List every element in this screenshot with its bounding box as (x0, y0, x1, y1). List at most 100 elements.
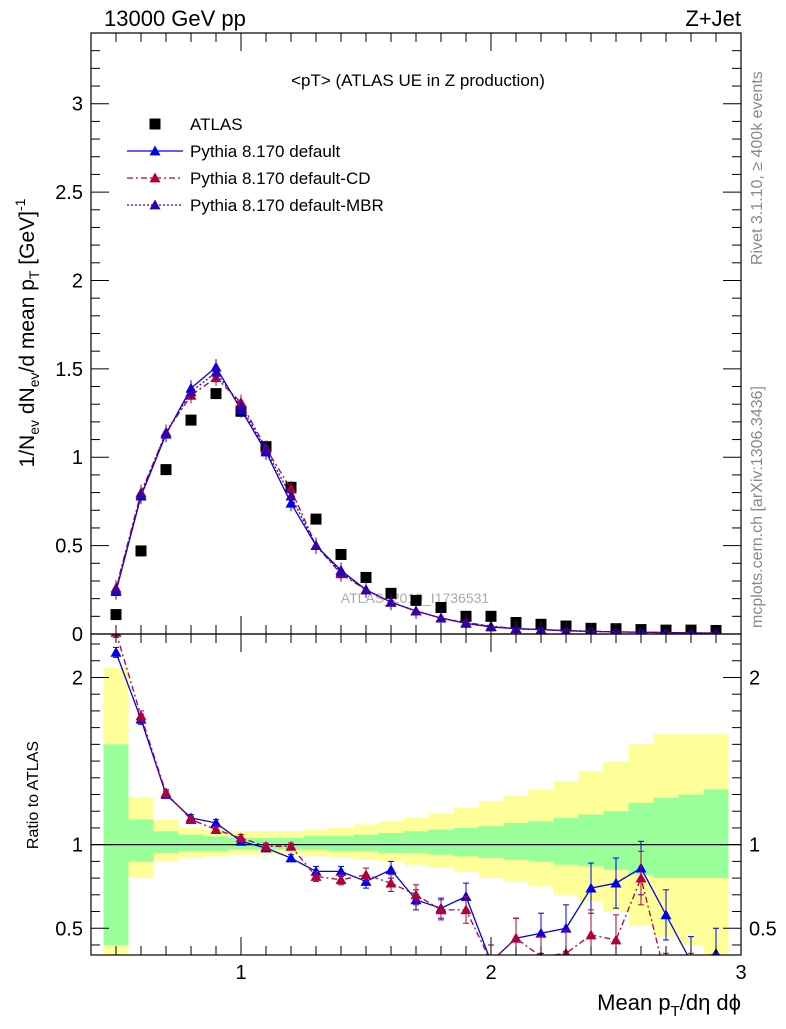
ratio-band-green (153, 831, 179, 854)
ratio-series-marker (135, 710, 147, 721)
ratio-series-marker (385, 877, 397, 888)
ratio-series-marker (160, 787, 172, 798)
main-series-marker (310, 540, 322, 551)
atlas-data-point (385, 587, 397, 599)
ratio-band-green (403, 831, 429, 854)
legend-label: ATLAS (190, 115, 243, 134)
legend-marker (149, 199, 161, 210)
x-tick-label: 3 (735, 962, 746, 984)
main-y-tick-label: 2.5 (55, 182, 83, 204)
ratio-band-green (303, 836, 329, 850)
x-tick-label: 2 (485, 962, 496, 984)
atlas-data-point (135, 545, 147, 557)
main-series-marker (335, 566, 347, 577)
main-series-marker (360, 584, 372, 595)
ratio-series-marker (460, 890, 472, 901)
atlas-data-point (360, 571, 372, 583)
ratio-band-green (453, 827, 479, 857)
legend-label: Pythia 8.170 default-MBR (190, 196, 384, 215)
main-series-marker (235, 400, 247, 411)
ratio-band-green (178, 834, 204, 852)
ratio-y-tick-label: 0.5 (55, 918, 83, 940)
ratio-series-marker (510, 932, 522, 943)
main-y-axis-label: 1/Nev dNev/d mean pT [GeV]-1 (12, 198, 42, 467)
atlas-data-point (210, 388, 222, 400)
main-series-marker (410, 605, 422, 616)
ratio-band-green (678, 794, 704, 879)
atlas-data-point (310, 513, 322, 525)
main-y-tick-label: 3 (72, 94, 83, 116)
atlas-data-point (435, 601, 447, 613)
ratio-series-marker (110, 646, 122, 657)
main-series-marker (385, 596, 397, 607)
ratio-series-marker (285, 852, 297, 863)
ratio-series-marker (410, 889, 422, 900)
main-y-tick-label: 1.5 (55, 359, 83, 381)
x-tick-label: 1 (235, 962, 246, 984)
ratio-band-green (578, 814, 604, 867)
header-right-label: Z+Jet (685, 6, 741, 31)
ratio-band-green (378, 832, 404, 854)
main-y-tick-label: 2 (72, 270, 83, 292)
main-y-tick-label: 0.5 (55, 536, 83, 558)
main-series-marker (435, 612, 447, 623)
x-axis-label: Mean pT/dη dϕ (597, 990, 741, 1020)
main-series-marker (160, 426, 172, 437)
ratio-band-green (203, 836, 229, 852)
ratio-y-tick-label-right: 2 (749, 667, 760, 689)
main-series-marker (460, 617, 472, 628)
atlas-data-point (410, 594, 422, 606)
legend-marker (149, 172, 161, 183)
ratio-series-marker (235, 832, 247, 843)
legend-label: Pythia 8.170 default-CD (190, 169, 371, 188)
ratio-band-green (653, 797, 679, 879)
ratio-y-tick-label-right: 0.5 (749, 918, 777, 940)
ratio-band-green (503, 822, 529, 860)
ratio-series-marker (686, 973, 697, 983)
ratio-series-marker (610, 934, 622, 945)
ratio-series-marker (711, 973, 722, 983)
ratio-series-marker (310, 870, 322, 881)
ratio-y-tick-label: 1 (72, 835, 83, 857)
rivet-version-label: Rivet 3.1.10, ≥ 400k events (749, 71, 766, 265)
ratio-band-green (353, 834, 379, 852)
ratio-series-marker (686, 956, 697, 966)
ratio-series-marker (285, 840, 297, 851)
main-panel: ATLAS_2019_I1736531 00.511.522.53 <pT> (… (12, 32, 742, 646)
ratio-band-green (478, 826, 504, 859)
main-series-marker (260, 444, 272, 455)
ratio-series-marker (635, 872, 647, 883)
ratio-series-marker (610, 877, 622, 888)
ratio-y-axis-label: Ratio to ATLAS (25, 741, 42, 849)
atlas-data-point (160, 464, 172, 476)
ratio-panel: 1 2 30.5 0.51 12 2 Ratio to ATLAS Mean pT/dη … (25, 633, 777, 1020)
ratio-series-marker (335, 865, 347, 876)
ratio-series-marker (210, 824, 222, 835)
main-title: <pT> (ATLAS UE in Z production) (291, 71, 545, 90)
atlas-data-point (110, 609, 122, 621)
main-series-marker (110, 584, 122, 595)
main-y-tick-label: 1 (72, 447, 83, 469)
legend-marker-atlas (149, 118, 161, 130)
ratio-series-marker (210, 817, 222, 828)
ratio-series-marker (385, 864, 397, 875)
ratio-band-green (428, 829, 454, 855)
main-frame (90, 32, 742, 635)
ratio-series-marker (260, 840, 272, 851)
main-series-marker (185, 386, 197, 397)
ratio-band-green (328, 836, 354, 852)
ratio-series-marker (185, 814, 197, 824)
ratio-series-marker (360, 869, 372, 880)
main-series-marker (210, 366, 222, 377)
header-left-label: 13000 GeV pp (104, 6, 246, 31)
ratio-y-tick-label-right: 1 (749, 835, 760, 857)
ratio-band-green (128, 819, 154, 862)
ratio-series-marker (585, 882, 597, 893)
ratio-y-tick-label: 2 (72, 667, 83, 689)
ratio-series-marker (460, 904, 472, 915)
ratio-series-marker (335, 874, 347, 885)
ratio-band-green (528, 821, 554, 862)
legend-label: Pythia 8.170 default (190, 142, 341, 161)
